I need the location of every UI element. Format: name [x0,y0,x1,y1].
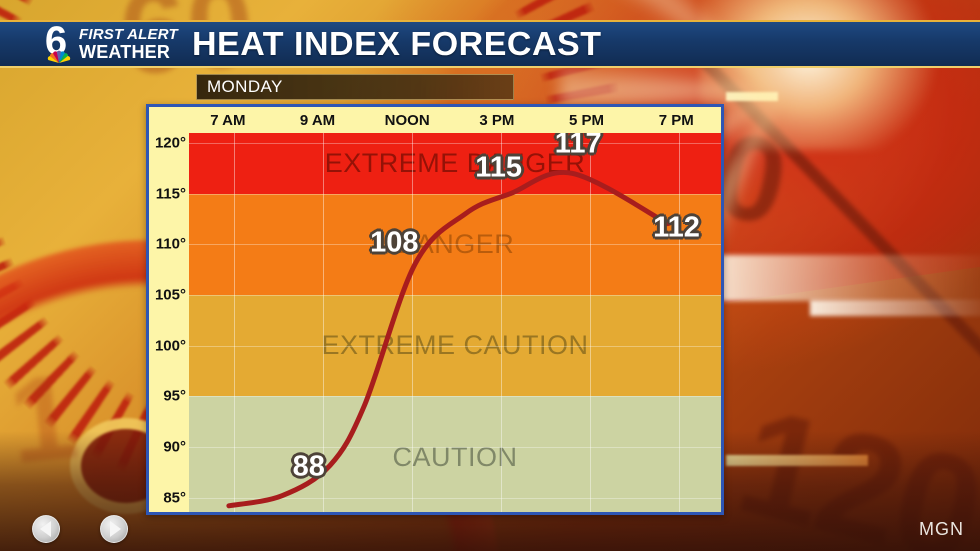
triangle-left-icon [39,521,51,537]
horizontal-gridline [189,447,721,449]
horizontal-gridline [189,193,721,195]
day-label: MONDAY [207,77,283,96]
heat-index-trend-line [226,169,671,509]
vertical-gridline [501,133,502,512]
horizontal-gridline [189,295,721,297]
vertical-gridline [679,133,680,512]
data-value-label: 108 [370,226,419,259]
data-value-label: 88 [292,450,325,483]
x-axis-tick: 9 AM [299,111,336,129]
y-axis-tick: 115° [155,185,186,203]
zone-label: CAUTION [392,441,518,472]
y-axis-tick: 105° [154,286,186,304]
data-value-label: 112 [653,211,700,244]
horizontal-gridline [189,143,721,145]
header-bar: 6 FIRST ALERT WEATHER HEAT INDEX FORECAS… [0,20,980,68]
day-banner: MONDAY [196,74,514,100]
y-axis-tick: 120° [154,134,186,152]
heat-index-line [226,169,671,509]
next-slide-button[interactable] [100,515,128,543]
x-axis-tick: 5 PM [569,111,605,129]
logo-line-first-alert: FIRST ALERT [79,26,178,43]
nbc-peacock-icon [47,50,71,63]
vertical-gridline [323,133,324,512]
y-axis-tick: 85° [163,489,186,507]
channel-number-label: 6 [44,19,68,63]
zone-band: EXTREME DANGER [189,133,721,194]
logo-wordmark: FIRST ALERT WEATHER [79,27,178,61]
previous-slide-button[interactable] [32,515,60,543]
zone-label: EXTREME CAUTION [321,330,589,361]
horizontal-gridline [189,396,721,398]
y-axis-tick: 100° [154,337,186,355]
vertical-gridline [590,133,591,512]
x-axis-tick: NOON [384,111,430,129]
horizontal-gridline [189,345,721,347]
channel-number-6: 6 [38,19,74,65]
plot-area: EXTREME DANGER DANGER EXTREME CAUTION CAUTI… [189,133,721,512]
x-axis-tick: 3 PM [479,111,515,129]
horizontal-gridline [189,244,721,246]
page-title: HEAT INDEX FORECAST [191,25,602,62]
zone-label: EXTREME DANGER [324,147,586,178]
background-light-streak-2 [810,300,980,316]
x-axis-tick: 7 AM [210,111,246,129]
station-logo: 6 FIRST ALERT WEATHER [38,19,192,66]
y-axis: 120° 115° 110° 105° 100° 95° 90° 85° [149,133,189,512]
zone-band: EXTREME CAUTION [189,295,721,397]
y-axis-tick: 110° [155,235,186,253]
footer-bar: MGN [0,507,980,551]
y-axis-tick: 95° [163,387,186,405]
data-value-label: 117 [554,133,602,160]
logo-line-weather: WEATHER [79,42,171,62]
data-value-label: 115 [475,151,523,184]
x-axis-tick: 7 PM [658,111,694,129]
vertical-gridline [234,133,235,512]
heat-index-chart: 7 AM 9 AM NOON 3 PM 5 PM 7 PM 120° 115° 110° 105… [146,104,724,515]
zone-label: DANGER [395,228,515,259]
triangle-right-icon [109,521,121,537]
y-axis-tick: 90° [163,438,186,456]
watermark: MGN [919,519,964,539]
horizontal-gridline [189,497,721,499]
vertical-gridline [412,133,413,512]
zone-band: CAUTION [189,396,721,512]
x-axis: 7 AM 9 AM NOON 3 PM 5 PM 7 PM [149,107,721,133]
zone-band: DANGER [189,193,721,296]
